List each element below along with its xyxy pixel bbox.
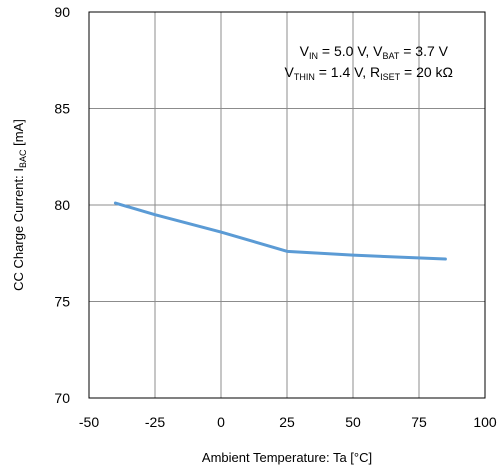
annotation-text: = 5.0 V, V [318, 43, 383, 59]
y-axis-label: CC Charge Current: IBAC [mA] [11, 119, 28, 291]
annotation-subscript: ISET [380, 72, 401, 82]
annotation-text: = 20 kΩ [400, 64, 453, 80]
x-tick-label: 0 [217, 414, 225, 430]
y-tick-label: 75 [54, 294, 70, 310]
annotation-line-1: VIN = 5.0 V, VBAT = 3.7 V [300, 43, 449, 61]
x-tick-label: 50 [345, 414, 361, 430]
y-axis-label-unit: [mA] [11, 119, 26, 149]
x-tick-labels: -50 -25 0 25 50 75 100 [79, 414, 497, 430]
annotation-text: V [300, 43, 310, 59]
y-tick-label: 80 [54, 197, 70, 213]
x-axis-label: Ambient Temperature: Ta [°C] [202, 450, 372, 465]
annotation-subscript: IN [309, 51, 318, 61]
series [113, 201, 447, 261]
y-axis-label-sub: BAC [18, 149, 28, 168]
y-tick-labels: 70 75 80 85 90 [54, 4, 70, 406]
x-tick-label: 25 [279, 414, 295, 430]
x-tick-label: -25 [145, 414, 165, 430]
annotation-subscript: BAT [383, 51, 400, 61]
y-tick-label: 70 [54, 390, 70, 406]
y-tick-label: 90 [54, 4, 70, 20]
annotation-text: = 1.4 V, R [315, 64, 380, 80]
y-tick-label: 85 [54, 101, 70, 117]
series-line [113, 201, 447, 261]
annotation-text: = 3.7 V [399, 43, 448, 59]
x-tick-label: 100 [473, 414, 497, 430]
annotation-subscript: THIN [294, 72, 315, 82]
annotation-text: V [285, 64, 295, 80]
x-tick-label: 75 [411, 414, 427, 430]
annotation-line-2: VTHIN = 1.4 V, RISET = 20 kΩ [285, 64, 454, 82]
y-axis-label-main: CC Charge Current: I [11, 168, 26, 291]
plot-frame [88, 11, 486, 399]
x-tick-label: -50 [79, 414, 99, 430]
